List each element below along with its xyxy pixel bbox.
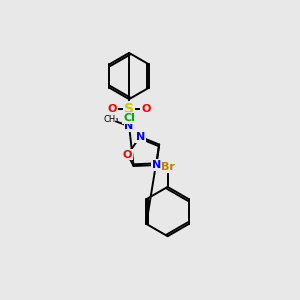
Text: Cl: Cl <box>123 112 135 123</box>
Text: O: O <box>123 149 132 160</box>
Text: O: O <box>107 104 117 114</box>
Text: N: N <box>136 132 145 142</box>
Text: CH₃: CH₃ <box>104 116 119 124</box>
Text: N: N <box>152 160 161 170</box>
Text: N: N <box>124 121 134 131</box>
Text: S: S <box>124 102 134 116</box>
Text: Br: Br <box>161 162 175 172</box>
Text: O: O <box>141 104 151 114</box>
